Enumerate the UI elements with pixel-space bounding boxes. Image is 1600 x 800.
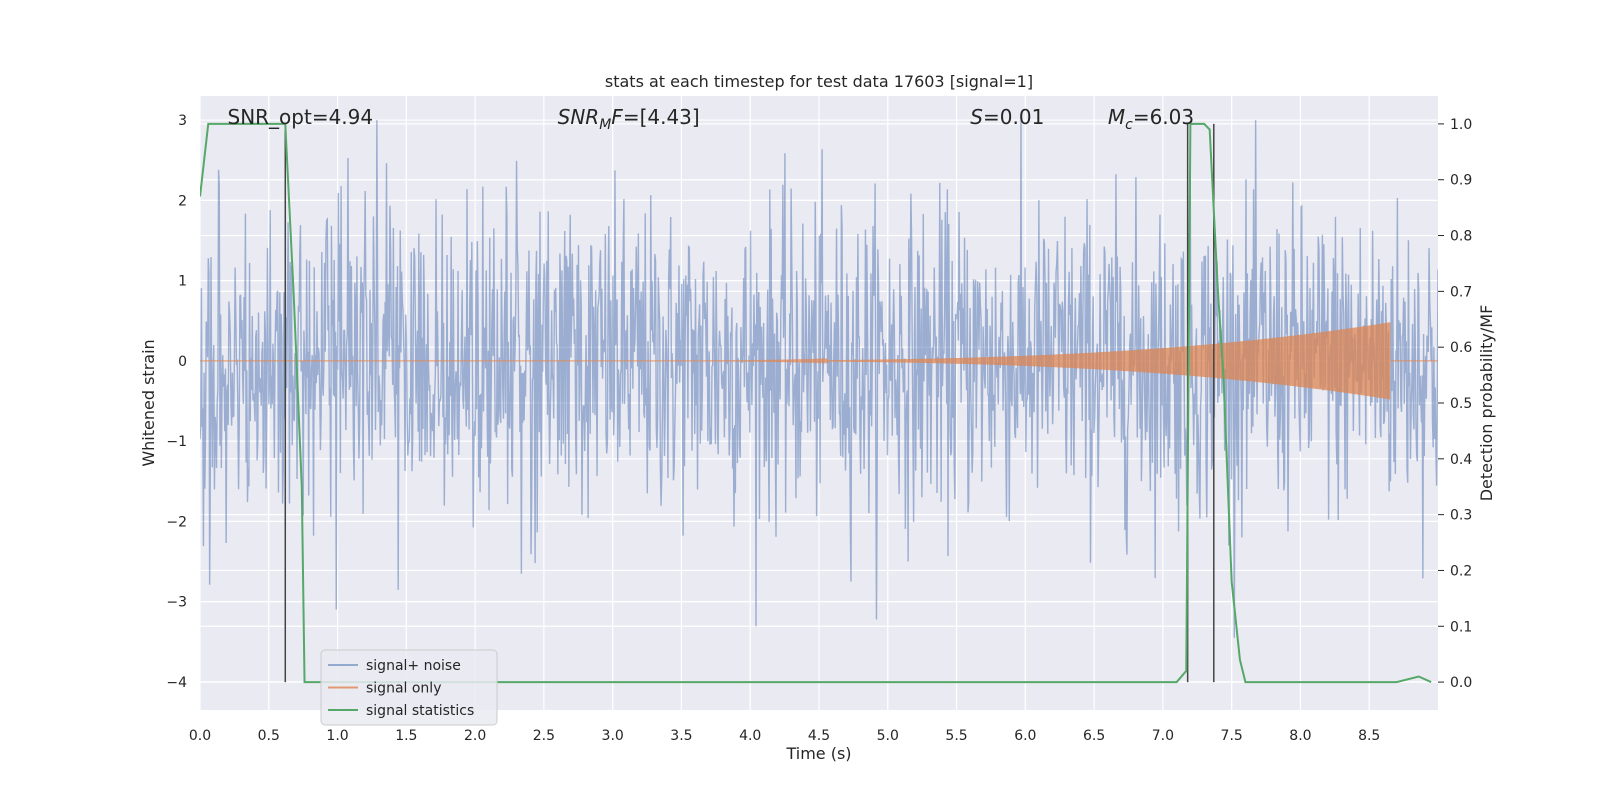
- x-tick-label: 3.0: [602, 728, 624, 744]
- x-tick-label: 1.5: [395, 728, 417, 744]
- y-right-tick-label: 0.4: [1450, 452, 1472, 468]
- y-left-tick-label: 3: [178, 113, 187, 129]
- x-tick-label: 3.5: [670, 728, 692, 744]
- y-right-tick-label: 0.3: [1450, 508, 1472, 524]
- x-tick-label: 6.0: [1014, 728, 1036, 744]
- y-right-tick-label: 0.7: [1450, 284, 1472, 300]
- x-tick-label: 0.5: [258, 728, 280, 744]
- y-right-tick-label: 0.1: [1450, 619, 1472, 635]
- y-left-tick-label: 2: [178, 193, 187, 209]
- legend: signal+ noise signal only signal statistic…: [320, 649, 498, 726]
- y-left-tick-labels: 3 2 1 0 −1 −2 −3 −4: [166, 113, 187, 691]
- y-left-tick-label: −3: [166, 595, 187, 611]
- x-tick-label: 6.5: [1083, 728, 1105, 744]
- annotation-text: SNR_opt=4.94: [228, 105, 374, 129]
- legend-frame: [320, 649, 498, 726]
- x-tick-label: 8.0: [1289, 728, 1311, 744]
- y-left-tick-label: −1: [166, 434, 187, 450]
- x-tick-label: 2.0: [464, 728, 486, 744]
- y-left-tick-label: 1: [178, 274, 187, 290]
- y-right-tick-label: 0.2: [1450, 563, 1472, 579]
- y-left-tick-label: −2: [166, 514, 187, 530]
- y-right-tick-label: 0.9: [1450, 173, 1472, 189]
- y-right-axis-label: Detection probability/MF: [1477, 305, 1496, 502]
- signal-only-line: [200, 322, 1438, 400]
- x-tick-label: 7.5: [1221, 728, 1243, 744]
- signal-only-series: [200, 322, 1438, 400]
- x-tick-label: 4.0: [739, 728, 761, 744]
- legend-label: signal only: [366, 681, 441, 697]
- annotations: SNR_opt=4.94 SNRMF=[4.43] S=0.01 Mc=6.03: [228, 105, 1195, 133]
- legend-label: signal statistics: [366, 703, 474, 719]
- y-right-tick-label: 0.5: [1450, 396, 1472, 412]
- legend-label: signal+ noise: [366, 658, 461, 674]
- x-axis-label: Time (s): [785, 744, 851, 763]
- x-tick-label: 5.0: [877, 728, 899, 744]
- x-tick-label: 5.5: [945, 728, 967, 744]
- signal-statistics-series: [200, 122, 1432, 684]
- x-tick-label: 0.0: [189, 728, 211, 744]
- x-tick-label: 2.5: [533, 728, 555, 744]
- signal-noise-series: [200, 120, 1438, 638]
- x-tick-labels: 0.0 0.5 1.0 1.5 2.0 2.5 3.0 3.5 4.0 4.5 5.0 5.5 6.0 6…: [189, 728, 1380, 744]
- y-right-tick-label: 0.8: [1450, 229, 1472, 245]
- x-tick-label: 8.5: [1358, 728, 1380, 744]
- x-tick-label: 1.0: [326, 728, 348, 744]
- y-right-tick-label: 1.0: [1450, 117, 1472, 133]
- y-right-tick-label: 0.0: [1450, 675, 1472, 691]
- y-left-axis-label: Whitened strain: [139, 339, 158, 466]
- y-left-tick-label: 0: [178, 354, 187, 370]
- y-right-tick-labels: 1.0 0.9 0.8 0.7 0.6 0.5 0.4 0.3 0.2 0.1 0.0: [1438, 117, 1472, 691]
- annotation-text: Mc=6.03: [1108, 105, 1194, 133]
- x-tick-label: 7.0: [1152, 728, 1174, 744]
- x-tick-label: 4.5: [808, 728, 830, 744]
- annotation-text: S=0.01: [970, 105, 1044, 129]
- annotation-text: SNRMF=[4.43]: [558, 105, 700, 133]
- signal-noise-line: [200, 120, 1438, 638]
- signal-statistics-line: [200, 122, 1432, 684]
- y-left-tick-label: −4: [166, 675, 187, 691]
- chart-title: stats at each timestep for test data 176…: [605, 72, 1033, 91]
- y-right-tick-label: 0.6: [1450, 340, 1472, 356]
